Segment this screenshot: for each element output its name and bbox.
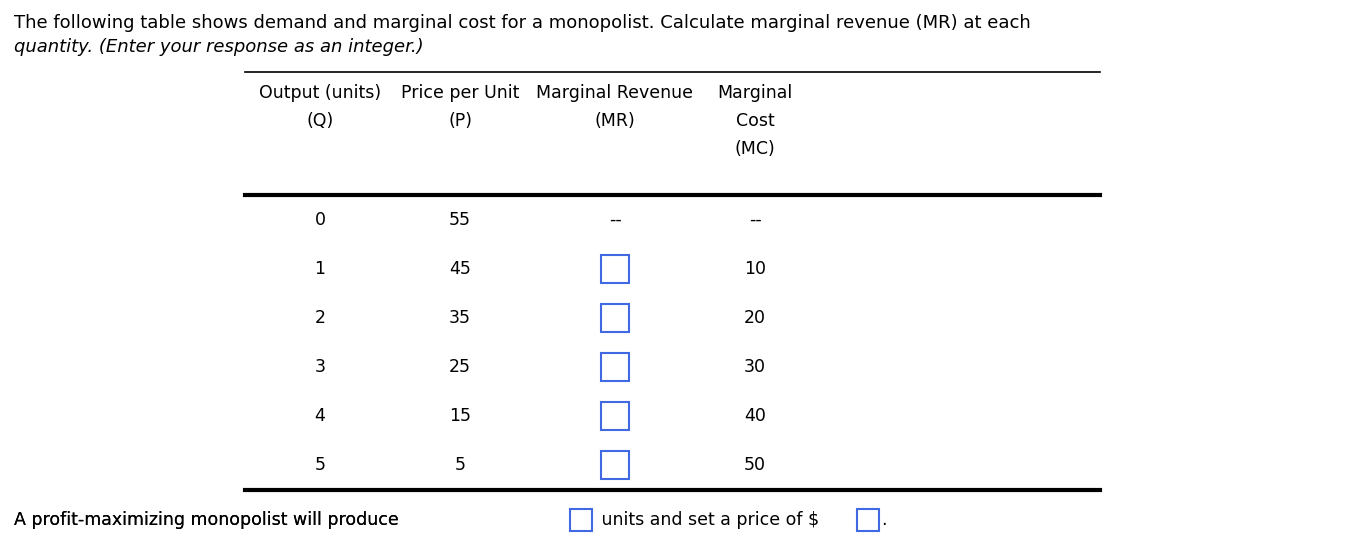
Text: 10: 10: [744, 260, 765, 278]
Text: 2: 2: [315, 309, 326, 327]
FancyBboxPatch shape: [569, 509, 592, 531]
Text: (Q): (Q): [306, 112, 334, 130]
Text: 5: 5: [455, 456, 466, 474]
Text: 1: 1: [315, 260, 326, 278]
Text: 3: 3: [315, 358, 326, 376]
Text: 15: 15: [449, 407, 471, 425]
Text: Output (units): Output (units): [259, 84, 381, 102]
Text: Cost: Cost: [735, 112, 775, 130]
Text: (MC): (MC): [734, 140, 775, 158]
Text: 30: 30: [744, 358, 765, 376]
Text: The following table shows demand and marginal cost for a monopolist. Calculate m: The following table shows demand and mar…: [14, 14, 1031, 32]
Text: 20: 20: [744, 309, 765, 327]
Text: --: --: [609, 211, 621, 228]
Text: --: --: [749, 211, 761, 228]
FancyBboxPatch shape: [601, 402, 629, 430]
Text: 50: 50: [744, 456, 765, 474]
Text: quantity. (Enter your response as an integer.): quantity. (Enter your response as an int…: [14, 38, 424, 56]
Text: 45: 45: [449, 260, 471, 278]
Text: A profit-maximizing monopolist will produce: A profit-maximizing monopolist will prod…: [14, 511, 399, 529]
FancyBboxPatch shape: [601, 304, 629, 332]
Text: 35: 35: [449, 309, 471, 327]
Text: 55: 55: [449, 211, 471, 228]
FancyBboxPatch shape: [601, 451, 629, 479]
Text: 25: 25: [449, 358, 471, 376]
Text: (P): (P): [448, 112, 473, 130]
Text: .: .: [881, 511, 887, 529]
Text: 0: 0: [315, 211, 326, 228]
Text: Marginal: Marginal: [718, 84, 793, 102]
Text: 5: 5: [315, 456, 326, 474]
Text: Price per Unit: Price per Unit: [400, 84, 519, 102]
FancyBboxPatch shape: [601, 255, 629, 283]
Text: 4: 4: [315, 407, 326, 425]
FancyBboxPatch shape: [857, 509, 880, 531]
FancyBboxPatch shape: [601, 353, 629, 381]
Text: (MR): (MR): [595, 112, 636, 130]
Text: A profit-maximizing monopolist will produce: A profit-maximizing monopolist will prod…: [14, 511, 399, 529]
Text: units and set a price of $: units and set a price of $: [595, 511, 819, 529]
Text: 40: 40: [744, 407, 765, 425]
Text: Marginal Revenue: Marginal Revenue: [537, 84, 693, 102]
